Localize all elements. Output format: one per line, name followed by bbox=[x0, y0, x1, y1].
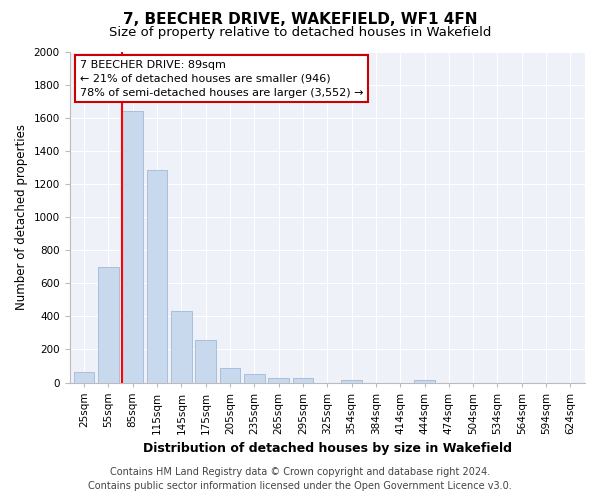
Bar bbox=[414, 380, 435, 382]
Bar bbox=[196, 340, 216, 382]
Bar bbox=[122, 111, 143, 382]
Bar bbox=[341, 380, 362, 382]
Y-axis label: Number of detached properties: Number of detached properties bbox=[15, 124, 28, 310]
Bar bbox=[268, 378, 289, 382]
Bar bbox=[147, 170, 167, 382]
Bar bbox=[74, 372, 94, 382]
Bar bbox=[244, 374, 265, 382]
Text: Contains HM Land Registry data © Crown copyright and database right 2024.
Contai: Contains HM Land Registry data © Crown c… bbox=[88, 467, 512, 491]
Bar bbox=[171, 310, 192, 382]
Text: 7 BEECHER DRIVE: 89sqm
← 21% of detached houses are smaller (946)
78% of semi-de: 7 BEECHER DRIVE: 89sqm ← 21% of detached… bbox=[80, 60, 364, 98]
Text: Size of property relative to detached houses in Wakefield: Size of property relative to detached ho… bbox=[109, 26, 491, 39]
Bar bbox=[220, 368, 241, 382]
Text: 7, BEECHER DRIVE, WAKEFIELD, WF1 4FN: 7, BEECHER DRIVE, WAKEFIELD, WF1 4FN bbox=[123, 12, 477, 28]
Bar bbox=[98, 268, 119, 382]
X-axis label: Distribution of detached houses by size in Wakefield: Distribution of detached houses by size … bbox=[143, 442, 512, 455]
Bar bbox=[293, 378, 313, 382]
